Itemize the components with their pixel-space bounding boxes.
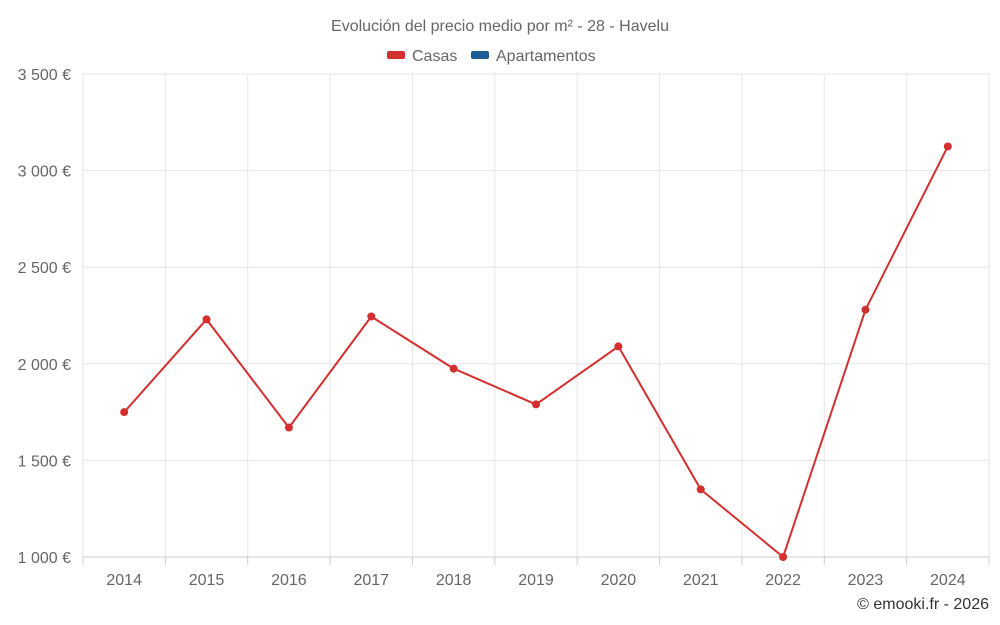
x-tick-label: 2018 (436, 572, 472, 589)
y-tick-label: 1 000 € (18, 550, 71, 567)
x-tick-label: 2016 (271, 572, 307, 589)
axes (82, 556, 990, 565)
x-tick-label: 2020 (601, 572, 637, 589)
legend-item-casas[interactable]: Casas (387, 48, 457, 65)
y-tick-label: 2 000 € (18, 357, 71, 374)
data-points (120, 142, 952, 561)
y-tick-label: 1 500 € (18, 453, 71, 470)
credit-text: © emooki.fr - 2026 (857, 596, 989, 613)
x-tick-label: 2019 (518, 572, 554, 589)
legend-item-apartamentos[interactable]: Apartamentos (471, 48, 596, 65)
legend-swatch-apartamentos (471, 51, 489, 59)
y-tick-label: 3 000 € (18, 164, 71, 181)
data-point[interactable] (861, 305, 870, 314)
x-tick-label: 2015 (189, 572, 225, 589)
data-point[interactable] (202, 315, 211, 324)
data-point[interactable] (120, 408, 129, 417)
x-tick-label: 2024 (930, 572, 966, 589)
y-axis-ticks: 1 000 € 1 500 € 2 000 € 2 500 € 3 000 € 3 500… (18, 67, 71, 567)
x-tick-label: 2022 (765, 572, 801, 589)
y-tick-label: 2 500 € (18, 260, 71, 277)
x-axis-ticks: 2014 2015 2016 2017 2018 2019 2020 2021 2022 2023… (106, 572, 965, 589)
data-point[interactable] (943, 142, 952, 151)
legend: Casas Apartamentos (387, 48, 596, 65)
data-point[interactable] (614, 342, 623, 351)
data-point[interactable] (779, 553, 788, 561)
y-tick-label: 3 500 € (18, 67, 71, 84)
x-tick-label: 2021 (683, 572, 719, 589)
x-tick-label: 2023 (848, 572, 884, 589)
data-point[interactable] (367, 312, 376, 321)
data-point[interactable] (532, 400, 540, 409)
x-tick-label: 2014 (106, 572, 142, 589)
data-point[interactable] (696, 485, 705, 494)
grid-lines (82, 73, 990, 557)
legend-label-apartamentos: Apartamentos (496, 48, 596, 65)
data-point[interactable] (284, 423, 293, 432)
legend-swatch-casas (387, 51, 405, 59)
x-tick-label: 2017 (353, 572, 389, 589)
legend-label-casas: Casas (412, 48, 457, 65)
chart-title: Evolución del precio medio por m² - 28 -… (331, 18, 669, 35)
data-point[interactable] (449, 364, 458, 373)
